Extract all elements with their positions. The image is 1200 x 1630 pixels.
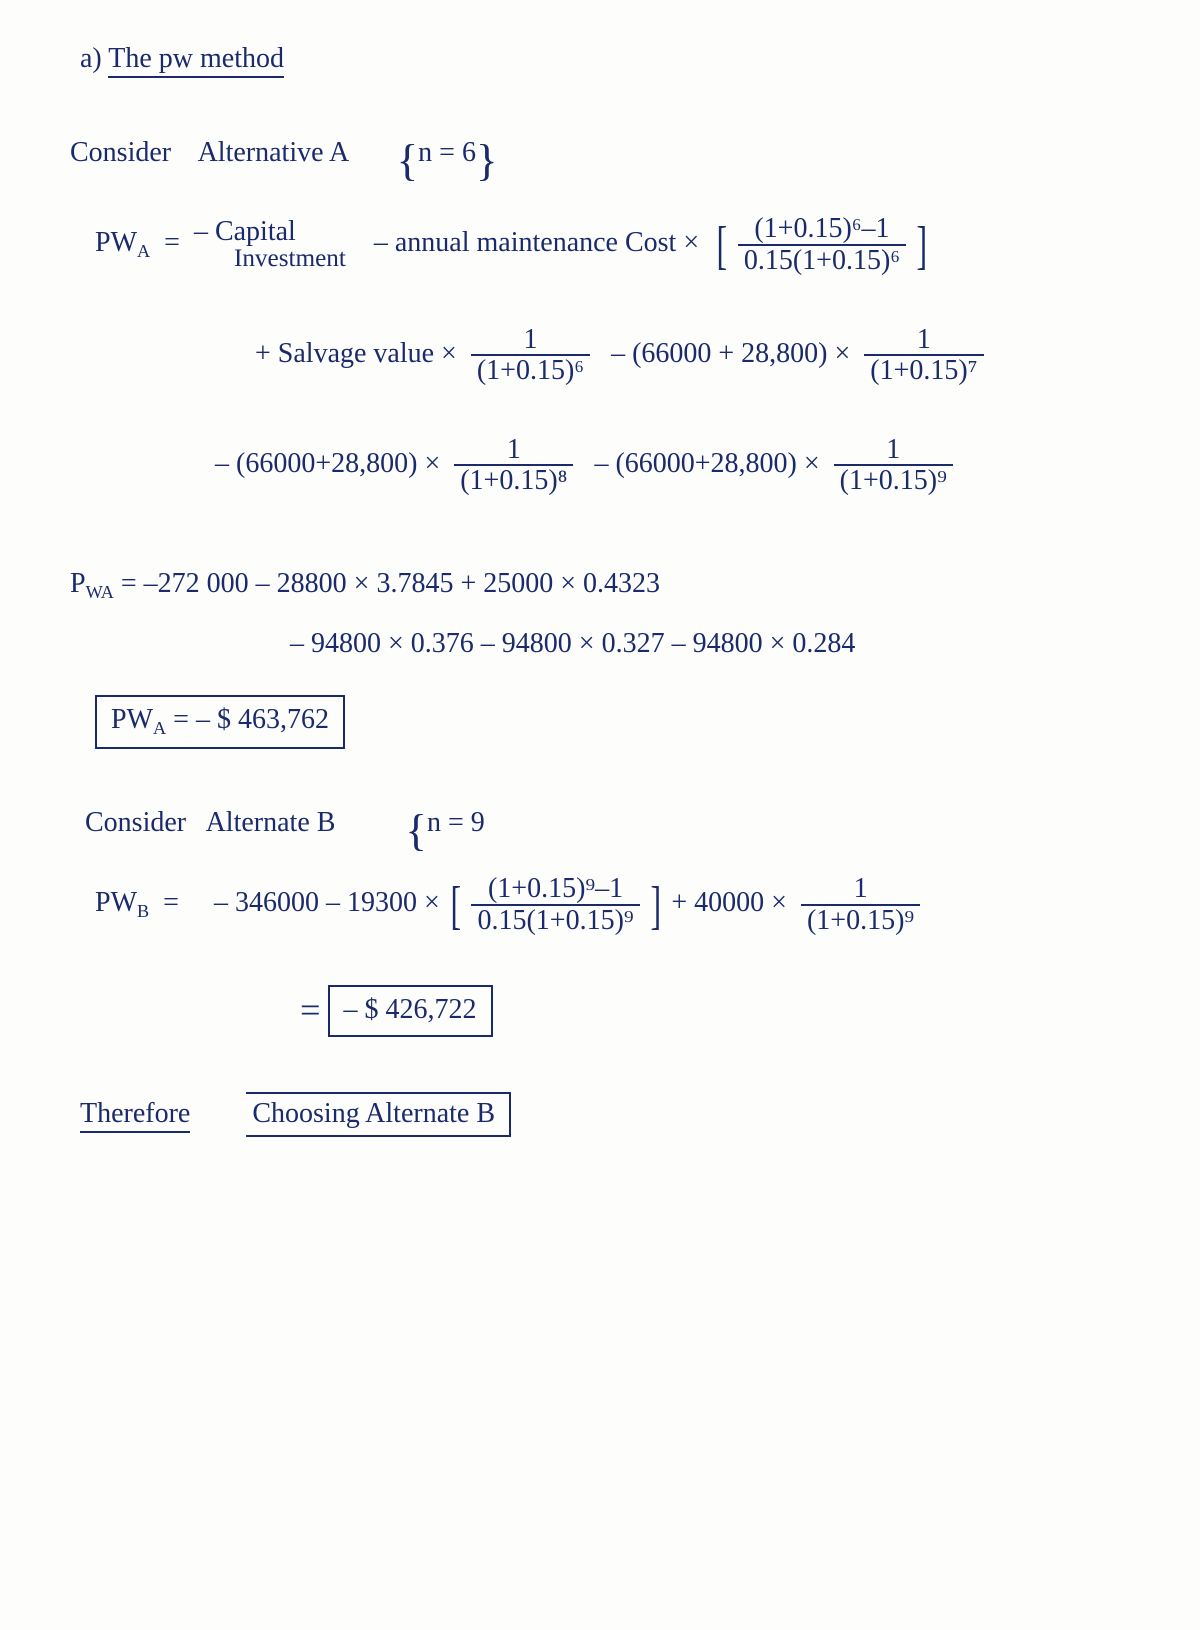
- lbracket-b: [: [450, 870, 461, 942]
- therefore: Therefore: [80, 1098, 190, 1133]
- d9: (1+0.15)⁹: [834, 466, 953, 495]
- pw-a: PW: [95, 227, 137, 258]
- maint-text: – annual maintenance Cost ×: [374, 227, 699, 258]
- bfd: 0.15(1+0.15)⁹: [471, 906, 639, 935]
- word-consider-b: Consider: [85, 807, 186, 838]
- n-6: n = 6: [418, 137, 476, 168]
- brace-b: {: [405, 805, 427, 855]
- brace-open: {: [397, 135, 419, 185]
- t1: – (66000 + 28,800) ×: [611, 338, 850, 369]
- pwa-r-val: – $ 463,762: [196, 704, 329, 735]
- frac-d8: 1 (1+0.15)⁸: [454, 435, 573, 496]
- word-consider: Consider: [70, 137, 171, 168]
- pwb-result-box: – $ 426,722: [328, 985, 493, 1037]
- pwb-eq: PWB = – 346000 – 19300 × [ (1+0.15)⁹–1 0…: [95, 870, 920, 942]
- cap-bot: Investment: [194, 246, 346, 271]
- one4: 1: [834, 435, 953, 466]
- pwb-result: = – $ 426,722: [300, 985, 493, 1037]
- pwb-r-val: – $ 426,722: [344, 994, 477, 1025]
- lbracket: [: [717, 210, 728, 282]
- frac-d9: 1 (1+0.15)⁹: [834, 435, 953, 496]
- pwa2: PWA: [70, 568, 114, 599]
- question-label: a) The pw method: [80, 40, 284, 78]
- rbracket: ]: [917, 210, 928, 282]
- d7: (1+0.15)⁷: [864, 356, 983, 385]
- consider-b: Consider Alternate B {n = 9: [85, 800, 485, 860]
- pwa-r-sub: A: [153, 718, 166, 738]
- f1n: (1+0.15)⁶–1: [738, 214, 906, 245]
- title-text: The pw method: [108, 43, 284, 78]
- b-terms: – 346000 – 19300 ×: [214, 887, 440, 918]
- b-d9: (1+0.15)⁹: [801, 906, 920, 935]
- calc-a-l1-text: = –272 000 – 28800 × 3.7845 + 25000 × 0.…: [121, 568, 660, 599]
- b-plus: + 40000 ×: [671, 887, 787, 918]
- alt-a-label: Alternative A: [198, 137, 348, 168]
- eq: =: [164, 227, 180, 258]
- b-frac2: 1 (1+0.15)⁹: [801, 874, 920, 935]
- salvage: + Salvage value ×: [255, 338, 457, 369]
- pw-b-sub: B: [137, 901, 149, 921]
- pwa-result: PWA = – $ 463,762: [95, 695, 345, 749]
- calc-a-l1: PWA = –272 000 – 28800 × 3.7845 + 25000 …: [70, 565, 660, 605]
- pwa-eq: PWA = – Capital Investment – annual main…: [95, 210, 931, 282]
- capital-stack: – Capital Investment: [194, 218, 346, 271]
- conclusion: Therefore Choosing Alternate B: [80, 1095, 511, 1133]
- maint-frac: (1+0.15)⁶–1 0.15(1+0.15)⁶: [738, 214, 906, 275]
- pwa-line2: + Salvage value × 1 (1+0.15)⁶ – (66000 +…: [255, 325, 984, 386]
- d6: (1+0.15)⁶: [471, 356, 590, 385]
- alt-b-label: Alternate B: [206, 807, 336, 838]
- conclusion-text: Choosing Alternate B: [252, 1098, 495, 1129]
- conclusion-box: Choosing Alternate B: [246, 1092, 511, 1137]
- pwa-r-eq: =: [173, 704, 196, 735]
- f1d: 0.15(1+0.15)⁶: [738, 246, 906, 275]
- pwa-result-box: PWA = – $ 463,762: [95, 695, 345, 749]
- one3: 1: [454, 435, 573, 466]
- brace-close: }: [476, 135, 498, 185]
- calc-a-l2-text: – 94800 × 0.376 – 94800 × 0.327 – 94800 …: [290, 628, 855, 659]
- n-9: n = 9: [427, 807, 485, 838]
- cap-top: – Capital: [194, 218, 346, 246]
- pw-a-sub: A: [137, 241, 150, 261]
- frac-d6: 1 (1+0.15)⁶: [471, 325, 590, 386]
- one2: 1: [864, 325, 983, 356]
- t2: – (66000+28,800) ×: [215, 448, 440, 479]
- rbracket-b: ]: [650, 870, 661, 942]
- pwa-line3: – (66000+28,800) × 1 (1+0.15)⁸ – (66000+…: [215, 435, 953, 496]
- bfn: (1+0.15)⁹–1: [471, 874, 639, 905]
- calc-a-l2: – 94800 × 0.376 – 94800 × 0.327 – 94800 …: [290, 625, 855, 663]
- t3: – (66000+28,800) ×: [594, 448, 819, 479]
- b-one: 1: [801, 874, 920, 905]
- pwa-r-lhs: PW: [111, 704, 153, 735]
- b-frac: (1+0.15)⁹–1 0.15(1+0.15)⁹: [471, 874, 639, 935]
- eq-b: =: [163, 887, 179, 918]
- q-letter: a): [80, 43, 102, 74]
- frac-d7: 1 (1+0.15)⁷: [864, 325, 983, 386]
- eq-brace: =: [300, 990, 321, 1030]
- one1: 1: [471, 325, 590, 356]
- d8: (1+0.15)⁸: [454, 466, 573, 495]
- pw-b: PW: [95, 887, 137, 918]
- consider-a: Consider Alternative A {n = 6}: [70, 130, 497, 190]
